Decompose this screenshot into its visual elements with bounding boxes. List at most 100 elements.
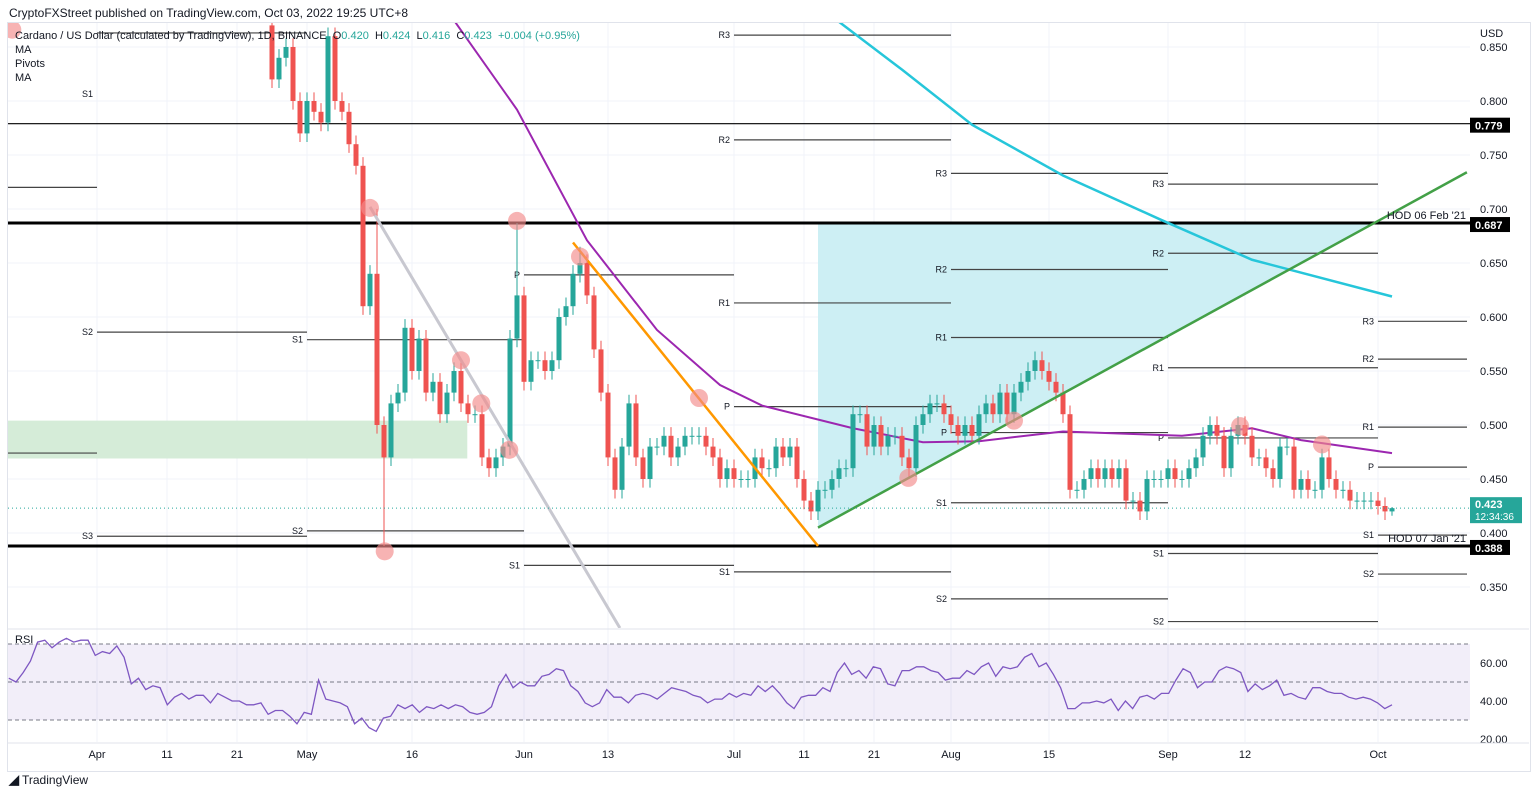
indicator-ma-2[interactable]: MA — [15, 72, 32, 84]
candle-body — [1018, 381, 1024, 393]
candle-body — [1081, 479, 1087, 490]
x-tick-label: Jun — [515, 749, 533, 761]
candle-body — [318, 111, 324, 123]
pivot-label: S3 — [82, 531, 93, 541]
candle-body — [1312, 489, 1318, 491]
candle-body — [675, 446, 681, 458]
y-tick-label: 0.550 — [1480, 366, 1508, 378]
highlight-marker — [1313, 435, 1331, 454]
candle-body — [1011, 392, 1017, 415]
price-label-box — [1470, 117, 1510, 133]
candle-body — [493, 457, 499, 469]
candle-body — [598, 349, 604, 393]
indicator-pivots[interactable]: Pivots — [15, 58, 45, 70]
candle-body — [1116, 468, 1122, 479]
candle-body — [745, 479, 751, 480]
candle-body — [787, 446, 793, 458]
price-label: 0.779 — [1475, 121, 1503, 133]
green-demand-zone — [8, 420, 468, 459]
candle-body — [871, 425, 877, 447]
last-price-box — [1470, 497, 1522, 524]
candle-body — [1151, 479, 1157, 480]
candle-body — [822, 489, 828, 491]
candle-body — [1004, 392, 1010, 415]
candle-body — [1256, 457, 1262, 459]
low-label: L — [416, 30, 423, 42]
candle-body — [717, 457, 723, 479]
rsi-tick-label: 20.00 — [1480, 734, 1508, 746]
candle-body — [563, 306, 569, 317]
highlight-marker — [8, 23, 22, 39]
candle-body — [731, 468, 737, 479]
candle-body — [885, 435, 891, 447]
pivot-label: P — [1368, 462, 1374, 472]
x-tick-label: 21 — [231, 749, 243, 761]
rsi-label: RSI — [15, 634, 33, 646]
y-tick-label: 0.650 — [1480, 258, 1508, 270]
pivot-label: R1 — [935, 333, 947, 343]
markers — [8, 23, 1331, 561]
chart-legend: Cardano / US Dollar (calculated by Tradi… — [15, 29, 580, 85]
candle-body — [654, 446, 660, 448]
candle-body — [878, 425, 884, 447]
candle-body — [430, 381, 436, 393]
pivot-label: P — [1158, 433, 1164, 443]
candle-body — [808, 500, 814, 512]
x-tick-label: May — [297, 749, 318, 761]
brand-name: TradingView — [22, 773, 89, 787]
candle-body — [381, 425, 387, 458]
x-tick-label: 13 — [602, 749, 614, 761]
candle-body — [549, 360, 555, 371]
x-tick-label: Apr — [88, 749, 105, 761]
pivot-label: R2 — [1152, 248, 1164, 258]
highlight-marker — [571, 247, 589, 266]
candle-body — [577, 263, 583, 274]
candle-body — [507, 338, 513, 447]
candle-body — [976, 414, 982, 436]
pivot-label: S1 — [82, 89, 93, 99]
candle-body — [402, 327, 408, 393]
candle-body — [682, 435, 688, 447]
y-tick-label: 0.400 — [1480, 528, 1508, 540]
candle-body — [444, 392, 450, 415]
pivot-label: P — [941, 428, 947, 438]
candle-body — [311, 101, 317, 112]
rsi-tick-label: 60.00 — [1480, 658, 1508, 670]
x-tick-label: 21 — [868, 749, 880, 761]
footer-brand[interactable]: ◢ TradingView — [9, 772, 88, 788]
candle-body — [1032, 360, 1038, 371]
candle-body — [689, 435, 695, 437]
candle-body — [626, 403, 632, 447]
highlight-marker — [500, 440, 519, 459]
symbol-name: Cardano / US Dollar (calculated by Tradi… — [15, 30, 327, 42]
candle-body — [892, 435, 898, 437]
candle-body — [794, 446, 800, 479]
zones — [8, 223, 1374, 528]
pivot-label: R1 — [1362, 422, 1374, 432]
candle-body — [346, 111, 352, 145]
candle-body — [724, 468, 730, 479]
candle-body — [1354, 500, 1360, 502]
candle-body — [962, 425, 968, 436]
y-tick-label: 0.750 — [1480, 150, 1508, 162]
candle-body — [1284, 446, 1290, 448]
pivot-label: R3 — [718, 30, 730, 40]
candle-body — [542, 360, 548, 371]
candle-body — [1214, 425, 1220, 436]
candle-body — [997, 392, 1003, 415]
y-axis-unit: USD — [1480, 28, 1503, 40]
candle-body — [1039, 360, 1045, 371]
candle-body — [535, 360, 541, 362]
candle-body — [850, 414, 856, 469]
price-label-box — [1470, 539, 1510, 555]
candle-body — [983, 403, 989, 415]
indicator-ma-1[interactable]: MA — [15, 44, 32, 56]
x-tick-label: 16 — [406, 749, 418, 761]
highlight-marker — [1005, 411, 1023, 430]
candle-body — [283, 47, 289, 58]
grid-lines — [8, 23, 1470, 742]
last-price-label: 0.423 — [1475, 499, 1503, 511]
candle-body — [1263, 457, 1269, 469]
candle-body — [584, 263, 590, 296]
